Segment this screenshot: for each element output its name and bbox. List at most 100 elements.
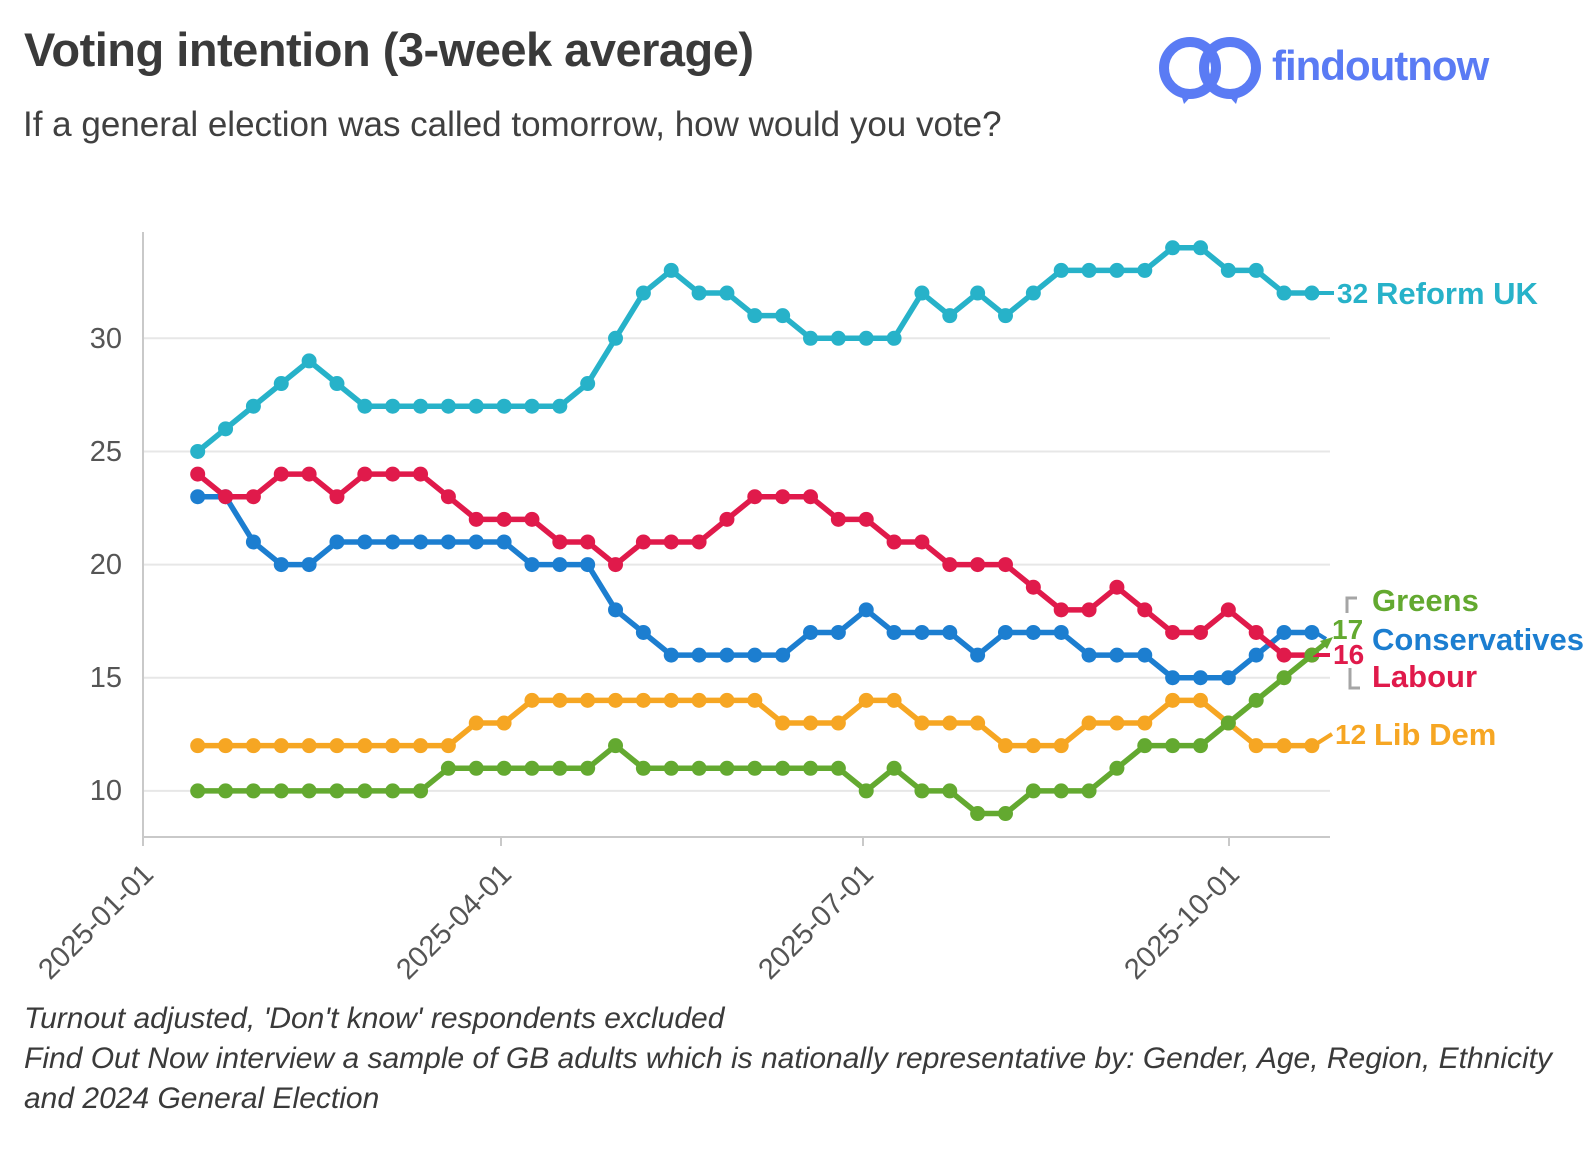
data-point-reform-uk	[663, 262, 679, 278]
data-point-greens	[691, 760, 707, 776]
data-point-conservatives	[747, 647, 763, 663]
gridlines	[143, 337, 1330, 792]
data-point-labour	[413, 466, 429, 482]
data-point-conservatives	[886, 624, 902, 640]
data-point-reform-uk	[413, 398, 429, 414]
data-point-lib-dem	[1304, 738, 1320, 754]
data-point-conservatives	[663, 647, 679, 663]
data-point-labour	[190, 466, 206, 482]
libdem-leader-line	[1311, 732, 1334, 748]
data-point-conservatives	[1081, 647, 1097, 663]
data-point-greens	[886, 760, 902, 776]
data-point-lib-dem	[1109, 715, 1125, 731]
data-point-greens	[1025, 783, 1041, 799]
data-point-reform-uk	[580, 376, 596, 392]
data-point-conservatives	[413, 534, 429, 550]
data-point-reform-uk	[942, 308, 958, 324]
data-point-conservatives	[970, 647, 986, 663]
data-point-greens	[245, 783, 261, 799]
data-point-labour	[524, 511, 540, 527]
data-point-lib-dem	[970, 715, 986, 731]
data-point-labour	[719, 511, 735, 527]
data-point-reform-uk	[357, 398, 373, 414]
data-point-lib-dem	[273, 738, 289, 754]
data-point-reform-uk	[1081, 262, 1097, 278]
data-point-labour	[942, 557, 958, 573]
bracket-top-icon	[1345, 596, 1357, 613]
data-point-reform-uk	[245, 398, 261, 414]
data-point-lib-dem	[830, 715, 846, 731]
data-point-greens	[580, 760, 596, 776]
logo-tail-right	[1224, 91, 1240, 104]
footnote-line: Find Out Now interview a sample of GB ad…	[24, 1042, 1552, 1076]
conservatives-leader-line	[1311, 629, 1328, 641]
data-point-greens	[1192, 738, 1208, 754]
data-point-lib-dem	[1192, 692, 1208, 708]
x-tick-label: 2025-04-01	[390, 858, 518, 986]
data-point-labour	[1081, 602, 1097, 618]
y-tick-label: 30	[90, 323, 122, 355]
y-tick-label: 10	[90, 775, 122, 807]
libdem-name-label: Lib Dem	[1374, 717, 1496, 752]
chart-footnotes: Turnout adjusted, 'Don't know' responden…	[24, 1000, 1564, 1120]
libdem-value-label: 12	[1335, 719, 1366, 750]
data-point-reform-uk	[273, 376, 289, 392]
data-point-conservatives	[385, 534, 401, 550]
data-point-conservatives	[942, 624, 958, 640]
x-tick-label: 2025-01-01	[32, 858, 160, 986]
data-point-lib-dem	[301, 738, 317, 754]
data-point-conservatives	[775, 647, 791, 663]
data-point-labour	[663, 534, 679, 550]
data-point-lib-dem	[329, 738, 345, 754]
data-point-reform-uk	[1053, 262, 1069, 278]
data-point-labour	[1137, 602, 1153, 618]
data-point-lib-dem	[440, 738, 456, 754]
data-point-labour	[1192, 624, 1208, 640]
brand-wordmark: findoutnow	[1272, 42, 1489, 89]
data-point-conservatives	[1137, 647, 1153, 663]
data-point-reform-uk	[468, 398, 484, 414]
data-point-reform-uk	[1220, 262, 1236, 278]
data-point-lib-dem	[385, 738, 401, 754]
data-point-greens	[1081, 783, 1097, 799]
data-point-lib-dem	[858, 692, 874, 708]
data-point-greens	[1109, 760, 1125, 776]
labour-value-label: 16	[1333, 639, 1364, 670]
data-point-conservatives	[440, 534, 456, 550]
data-point-reform-uk	[496, 398, 512, 414]
data-point-labour	[329, 489, 345, 505]
data-point-labour	[218, 489, 234, 505]
greens-arrowhead-icon	[1320, 637, 1333, 649]
y-tick-label: 25	[90, 436, 122, 468]
data-point-greens	[1276, 670, 1292, 686]
data-point-greens	[413, 783, 429, 799]
data-point-reform-uk	[1137, 262, 1153, 278]
data-point-conservatives	[273, 557, 289, 573]
data-point-greens	[719, 760, 735, 776]
data-point-reform-uk	[1025, 285, 1041, 301]
data-point-lib-dem	[245, 738, 261, 754]
data-point-greens	[190, 783, 206, 799]
data-point-conservatives	[914, 624, 930, 640]
data-point-reform-uk	[997, 308, 1013, 324]
data-point-greens	[273, 783, 289, 799]
data-point-labour	[1220, 602, 1236, 618]
data-point-lib-dem	[719, 692, 735, 708]
data-point-labour	[385, 466, 401, 482]
data-point-conservatives	[524, 557, 540, 573]
data-point-greens	[1248, 692, 1264, 708]
series-layer	[190, 240, 1320, 822]
data-point-greens	[858, 783, 874, 799]
x-axis-ticks	[142, 837, 1230, 846]
data-point-conservatives	[1192, 670, 1208, 686]
data-point-greens	[329, 783, 345, 799]
data-point-lib-dem	[1025, 738, 1041, 754]
data-point-conservatives	[1220, 670, 1236, 686]
data-point-lib-dem	[190, 738, 206, 754]
data-point-conservatives	[997, 624, 1013, 640]
data-point-labour	[1276, 647, 1292, 663]
data-point-reform-uk	[691, 285, 707, 301]
data-point-reform-uk	[1165, 240, 1181, 256]
